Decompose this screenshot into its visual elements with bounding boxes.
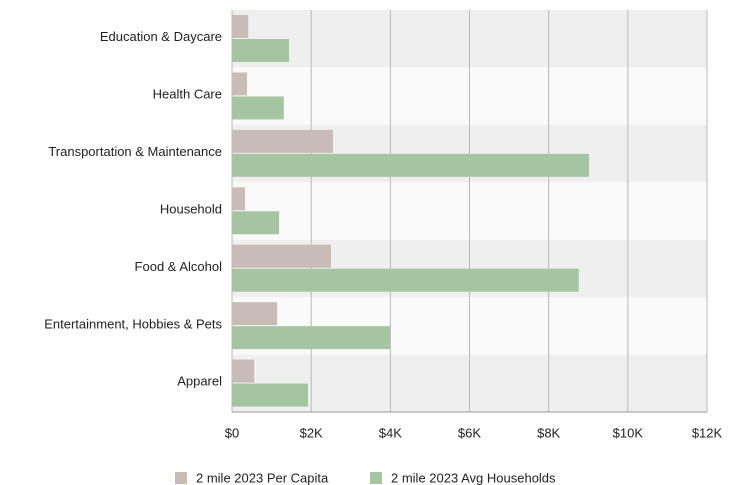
y-tick-label: Entertainment, Hobbies & Pets [44, 316, 222, 331]
y-tick-label: Food & Alcohol [135, 259, 223, 274]
bar [232, 39, 289, 62]
y-tick-label: Education & Daycare [100, 29, 222, 44]
bar [232, 359, 255, 383]
x-tick-label: $10K [613, 425, 644, 440]
y-tick-label: Transportation & Maintenance [48, 144, 222, 159]
x-tick-label: $8K [537, 425, 560, 440]
y-tick-label: Apparel [177, 374, 222, 389]
bar [232, 72, 248, 96]
bar [232, 244, 331, 268]
legend-swatch [370, 472, 382, 484]
y-tick-label: Health Care [153, 87, 222, 102]
bar [232, 153, 590, 177]
bar [232, 96, 284, 120]
x-tick-label: $4K [379, 425, 402, 440]
legend-label: 2 mile 2023 Per Capita [196, 470, 329, 485]
legend-swatch [175, 472, 187, 484]
x-tick-label: $6K [458, 425, 481, 440]
bar [232, 187, 246, 211]
x-tick-label: $2K [300, 425, 323, 440]
y-tick-label: Household [160, 201, 222, 216]
legend-label: 2 mile 2023 Avg Households [391, 470, 556, 485]
bar [232, 211, 280, 235]
bar [232, 302, 278, 326]
bar [232, 268, 579, 292]
x-tick-label: $12K [692, 425, 723, 440]
x-tick-label: $0 [225, 425, 239, 440]
bar [232, 15, 249, 38]
bar [232, 129, 333, 153]
bar [232, 383, 308, 407]
bar [232, 326, 390, 350]
